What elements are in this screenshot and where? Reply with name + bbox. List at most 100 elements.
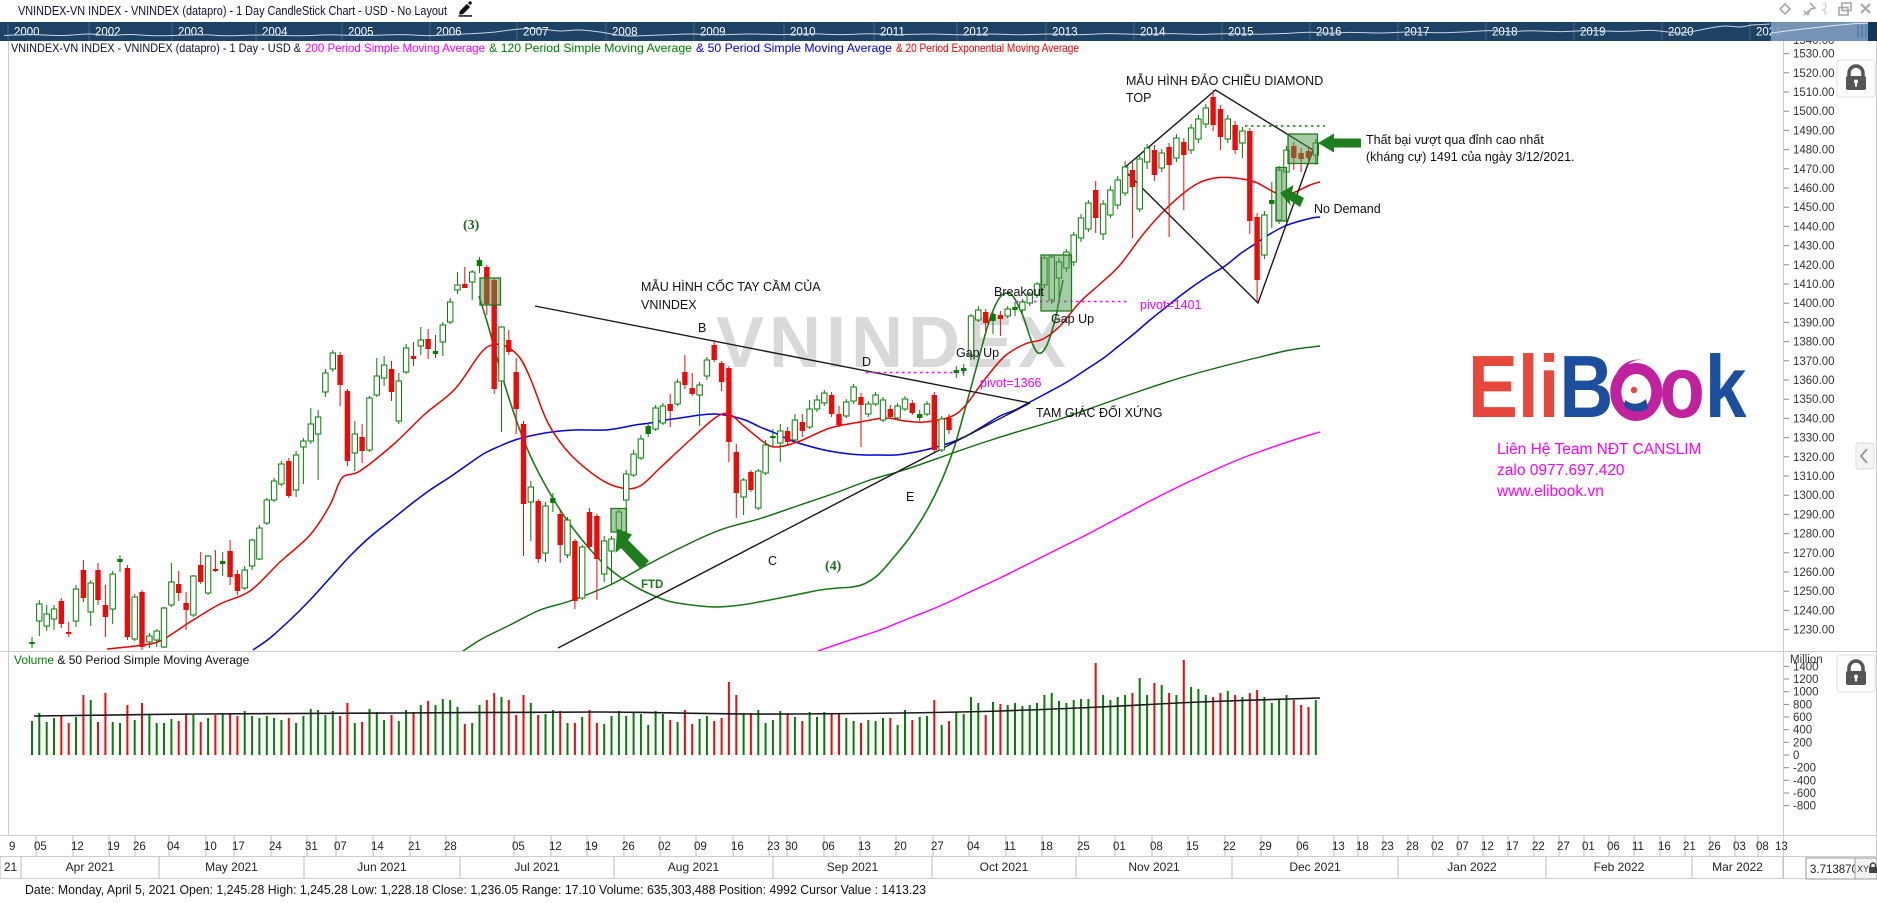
svg-text:Date: Monday, April 5, 2021 Op: Date: Monday, April 5, 2021 Open: 1,245.…	[25, 883, 926, 897]
svg-text:1510.00: 1510.00	[1793, 87, 1835, 99]
svg-text:25: 25	[1077, 841, 1090, 853]
svg-text:2005: 2005	[348, 27, 374, 39]
svg-text:2004: 2004	[262, 27, 288, 39]
svg-text:06: 06	[1607, 841, 1620, 853]
svg-text:2003: 2003	[178, 27, 204, 39]
svg-text:2008: 2008	[612, 27, 638, 39]
svg-text:18: 18	[1040, 841, 1053, 853]
svg-text:k: k	[1705, 338, 1747, 436]
svg-text:MẪU HÌNH CỐC TAY CẦM CỦA: MẪU HÌNH CỐC TAY CẦM CỦA	[641, 279, 821, 294]
svg-text:16: 16	[731, 841, 744, 853]
svg-text:1200: 1200	[1793, 674, 1819, 686]
svg-text:04: 04	[167, 841, 180, 853]
svg-text:26: 26	[1708, 841, 1721, 853]
svg-text:10: 10	[204, 841, 217, 853]
svg-text:17: 17	[232, 841, 245, 853]
svg-text:2016: 2016	[1316, 27, 1342, 39]
svg-text:1320.00: 1320.00	[1793, 452, 1835, 464]
svg-text:1420.00: 1420.00	[1793, 260, 1835, 272]
svg-text:May 2021: May 2021	[205, 860, 258, 874]
svg-text:Aug 2021: Aug 2021	[668, 860, 720, 874]
svg-text:12: 12	[71, 841, 84, 853]
svg-text:24: 24	[269, 841, 282, 853]
svg-text:1430.00: 1430.00	[1793, 241, 1835, 253]
svg-text:Jun 2021: Jun 2021	[357, 860, 407, 874]
svg-text:D: D	[862, 355, 871, 369]
svg-text:VNINDEX: VNINDEX	[716, 303, 1071, 383]
svg-text:11: 11	[1004, 841, 1016, 853]
svg-text:3.7138703: 3.7138703	[1810, 864, 1864, 876]
svg-text:1440.00: 1440.00	[1793, 221, 1835, 233]
svg-text:Feb 2022: Feb 2022	[1594, 860, 1645, 874]
svg-text:15: 15	[1186, 841, 1199, 853]
svg-text:600: 600	[1793, 712, 1812, 724]
svg-text:B: B	[1559, 338, 1613, 436]
svg-text:2010: 2010	[790, 27, 816, 39]
svg-text:pivot=1401: pivot=1401	[1140, 298, 1202, 312]
svg-text:06: 06	[1296, 841, 1309, 853]
svg-text:19: 19	[107, 841, 120, 853]
svg-text:1290.00: 1290.00	[1793, 509, 1835, 521]
svg-text:Apr 2021: Apr 2021	[66, 860, 115, 874]
svg-text:No Demand: No Demand	[1314, 202, 1381, 216]
svg-text:2014: 2014	[1140, 27, 1166, 39]
svg-text:o: o	[1659, 338, 1705, 436]
svg-text:zalo 0977.697.420: zalo 0977.697.420	[1497, 462, 1625, 479]
svg-text:13: 13	[858, 841, 871, 853]
svg-text:VNINDEX-VN INDEX - VNINDEX (da: VNINDEX-VN INDEX - VNINDEX (datapro) - 1…	[18, 3, 447, 18]
svg-text:2011: 2011	[880, 27, 905, 39]
svg-text:1490.00: 1490.00	[1793, 125, 1835, 137]
svg-text:& 20 Period Exponential Moving: & 20 Period Exponential Moving Average	[896, 41, 1079, 55]
svg-text:22: 22	[1223, 841, 1236, 853]
svg-text:1280.00: 1280.00	[1793, 529, 1835, 541]
svg-text:9: 9	[9, 841, 15, 853]
svg-text:27: 27	[931, 841, 944, 853]
svg-text:& 120 Period Simple Moving Ave: & 120 Period Simple Moving Average	[489, 41, 692, 55]
svg-text:Mar 2022: Mar 2022	[1712, 860, 1763, 874]
svg-text:Gap Up: Gap Up	[956, 346, 999, 360]
svg-text:08: 08	[1150, 841, 1163, 853]
svg-text:& 50 Period Simple Moving Aver: & 50 Period Simple Moving Average	[696, 41, 892, 55]
svg-text:2012: 2012	[963, 27, 989, 39]
svg-text:VNINDEX: VNINDEX	[641, 298, 697, 312]
svg-text:1360.00: 1360.00	[1793, 375, 1835, 387]
svg-text:2015: 2015	[1228, 27, 1254, 39]
svg-text:1480.00: 1480.00	[1793, 145, 1835, 157]
svg-text:Gap Up: Gap Up	[1051, 312, 1094, 326]
svg-text:1300.00: 1300.00	[1793, 490, 1835, 502]
svg-text:1410.00: 1410.00	[1793, 279, 1835, 291]
svg-text:02: 02	[658, 841, 671, 853]
svg-text:05: 05	[512, 841, 525, 853]
svg-text:1520.00: 1520.00	[1793, 68, 1835, 80]
svg-text:400: 400	[1793, 725, 1812, 737]
svg-text:26: 26	[133, 841, 146, 853]
svg-text:05: 05	[34, 841, 47, 853]
svg-text:2009: 2009	[700, 27, 726, 39]
svg-text:Liên Hệ Team NĐT CANSLIM: Liên Hệ Team NĐT CANSLIM	[1497, 441, 1701, 458]
svg-text:XY: XY	[1857, 864, 1869, 874]
svg-text:07: 07	[334, 841, 347, 853]
svg-text:12: 12	[549, 841, 562, 853]
svg-text:FTD: FTD	[641, 579, 663, 591]
svg-text:1370.00: 1370.00	[1793, 356, 1835, 368]
svg-text:12: 12	[1481, 841, 1494, 853]
svg-text:1230.00: 1230.00	[1793, 625, 1835, 637]
svg-text:-800: -800	[1793, 801, 1816, 813]
svg-text:13: 13	[1775, 841, 1788, 853]
svg-text:Million: Million	[1790, 654, 1823, 666]
svg-text:Thất bại vượt qua đỉnh cao nhấ: Thất bại vượt qua đỉnh cao nhất	[1366, 133, 1544, 147]
svg-text:28: 28	[444, 841, 457, 853]
svg-text:23: 23	[1381, 841, 1394, 853]
svg-text:2002: 2002	[95, 27, 121, 39]
svg-text:1330.00: 1330.00	[1793, 433, 1835, 445]
svg-text:Eli: Eli	[1468, 338, 1559, 436]
svg-text:1350.00: 1350.00	[1793, 394, 1835, 406]
svg-text:30: 30	[785, 841, 798, 853]
svg-text:22: 22	[1532, 841, 1545, 853]
svg-text:1500.00: 1500.00	[1793, 106, 1835, 118]
svg-text:1470.00: 1470.00	[1793, 164, 1835, 176]
svg-text:1400: 1400	[1793, 661, 1819, 673]
svg-text:1310.00: 1310.00	[1793, 471, 1835, 483]
svg-text:07: 07	[1456, 841, 1469, 853]
svg-text:03: 03	[1733, 841, 1746, 853]
